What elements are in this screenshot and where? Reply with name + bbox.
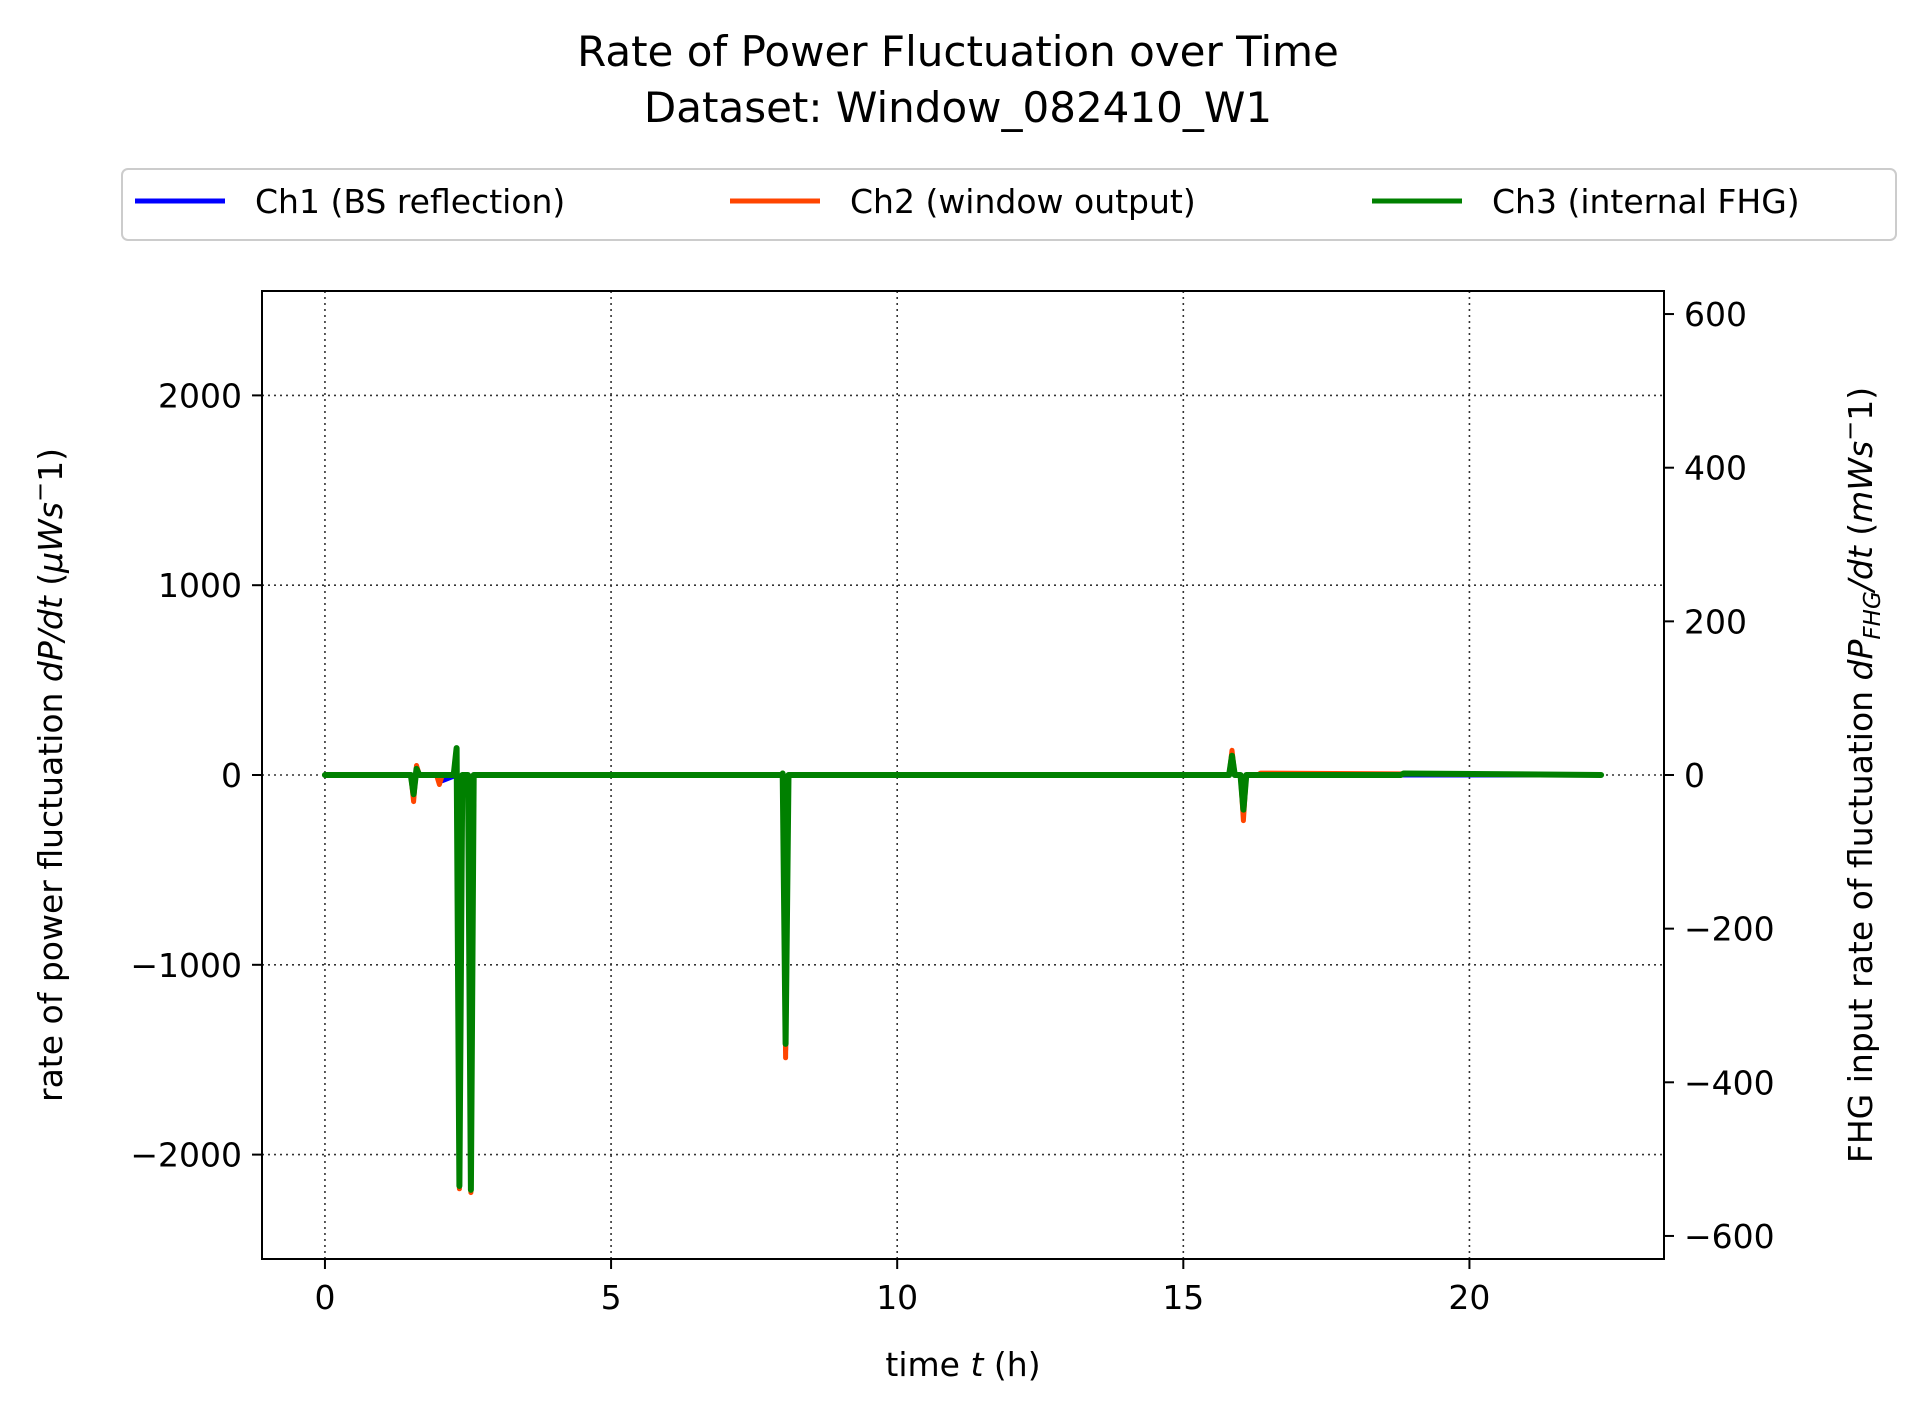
y-tick-label: −1000 <box>130 946 242 985</box>
x-tick-label: 15 <box>1162 1278 1204 1317</box>
legend-label-2: Ch2 (window output) <box>850 182 1196 221</box>
y2-tick-label: 400 <box>1684 449 1747 488</box>
y2-tick-label: −400 <box>1684 1063 1775 1102</box>
x-axis-ticks: 0 5 10 15 20 <box>314 1259 1490 1317</box>
y-tick-label: 2000 <box>158 376 242 415</box>
x-tick-label: 10 <box>876 1278 918 1317</box>
legend-frame <box>121 168 1897 241</box>
legend: Ch1 (BS reflection) Ch2 (window output) Ch… <box>121 168 1897 241</box>
legend-label-1: Ch1 (BS reflection) <box>255 182 565 221</box>
x-tick-label: 0 <box>314 1278 335 1317</box>
x-axis-label: time t (h) <box>885 1345 1040 1384</box>
legend-label-3: Ch3 (internal FHG) <box>1492 182 1800 221</box>
y-tick-label: 0 <box>221 756 242 795</box>
y-tick-label: 1000 <box>158 566 242 605</box>
y-tick-label: −2000 <box>130 1136 242 1175</box>
series-line-3 <box>321 745 1605 1193</box>
x-tick-label: 20 <box>1448 1278 1490 1317</box>
y-axis-ticks: 2000 1000 0 −1000 −2000 <box>130 376 262 1175</box>
y2-axis-ticks: 600 400 200 0 −200 −400 −600 <box>1664 295 1775 1256</box>
y-axis-label: rate of power fluctuation dP/dt (μWs−1) <box>26 448 70 1102</box>
y2-tick-label: 200 <box>1684 602 1747 641</box>
y2-tick-label: 0 <box>1684 756 1705 795</box>
y2-axis-label: FHG input rate of fluctuation dPFHG/dt (… <box>1836 387 1886 1163</box>
x-tick-label: 5 <box>601 1278 622 1317</box>
chart-title: Rate of Power Fluctuation over Time <box>577 27 1339 76</box>
y2-tick-label: 600 <box>1684 295 1747 334</box>
y2-tick-label: −600 <box>1684 1217 1775 1256</box>
legend-items: Ch1 (BS reflection) Ch2 (window output) Ch… <box>135 182 1800 221</box>
chart-subtitle: Dataset: Window_082410_W1 <box>644 83 1272 132</box>
series-layer <box>321 745 1605 1196</box>
y2-tick-label: −200 <box>1684 910 1775 949</box>
